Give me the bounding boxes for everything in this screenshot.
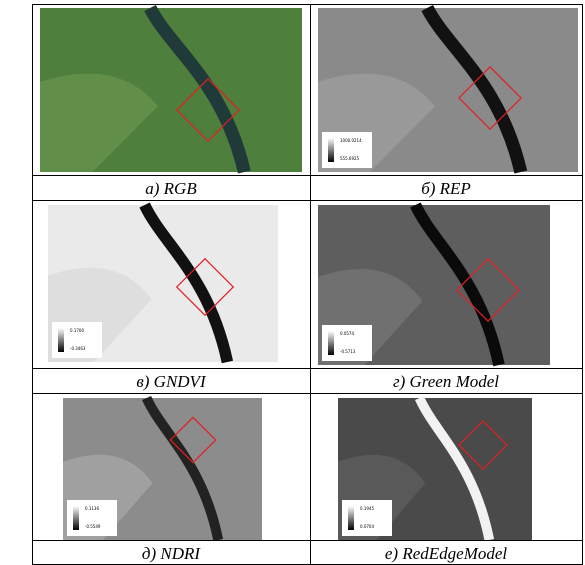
legend-ramp xyxy=(58,328,64,352)
legend-label: -0.3463 xyxy=(70,346,86,351)
figure: а) RGB 1000.0214 555.6925 б) REP 0.1700 -0.34… xyxy=(0,0,585,565)
caption: в) GNDVI xyxy=(136,372,207,391)
legend-label: 1000.0214 xyxy=(340,138,362,143)
legend-label: 0.0704 xyxy=(360,524,374,529)
panel: 0.1700 -0.3463 в) GNDVI xyxy=(48,205,278,391)
panel: 0.0574 -0.5713 г) Green Model xyxy=(318,205,550,391)
panel: 1000.0214 555.6925 б) REP xyxy=(318,8,578,198)
caption: д) NDRI xyxy=(142,544,202,563)
caption: е) RedEdgeModel xyxy=(385,544,508,563)
legend-ramp xyxy=(73,506,79,530)
legend-ramp xyxy=(328,331,334,355)
legend-label: 0.1945 xyxy=(360,506,374,511)
legend-ramp xyxy=(328,138,334,162)
panel: 0.1945 0.0704 е) RedEdgeModel xyxy=(338,398,532,563)
legend-ramp xyxy=(348,506,354,530)
legend-label: 0.0574 xyxy=(340,331,354,336)
legend-label: -0.5713 xyxy=(340,349,356,354)
legend-label: 0.1136 xyxy=(85,506,99,511)
legend-label: 555.6925 xyxy=(340,156,360,161)
caption: а) RGB xyxy=(145,179,197,198)
legend-label: -0.5549 xyxy=(85,524,101,529)
caption: г) Green Model xyxy=(393,372,499,391)
panel: а) RGB xyxy=(40,8,302,198)
legend-label: 0.1700 xyxy=(70,328,84,333)
panel: 0.1136 -0.5549 д) NDRI xyxy=(63,398,262,563)
caption: б) REP xyxy=(421,179,471,198)
